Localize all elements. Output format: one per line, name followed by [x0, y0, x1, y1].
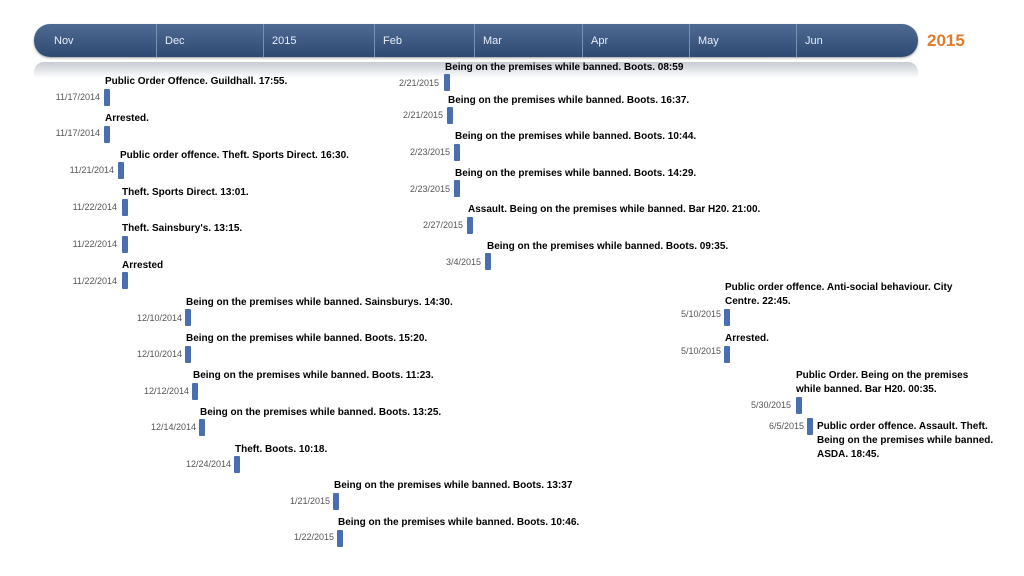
- event-marker: [192, 383, 198, 400]
- event-date: 12/12/2014: [143, 386, 189, 396]
- event-date: 1/22/2015: [293, 532, 334, 542]
- event-label: Being on the premises while banned. Boot…: [455, 131, 697, 142]
- event-label: Being on the premises while banned. Boot…: [338, 517, 580, 528]
- event-date: 5/10/2015: [680, 309, 721, 319]
- month-label-may: May: [689, 24, 796, 57]
- event-date: 2/21/2015: [398, 78, 439, 88]
- event-date: 2/21/2015: [402, 110, 443, 120]
- event-label: Public Order Offence. Guildhall. 17:55.: [105, 76, 288, 87]
- event-marker: [199, 419, 205, 436]
- event-marker: [337, 530, 343, 547]
- month-label-2015: 2015: [263, 24, 373, 57]
- event-marker: [185, 309, 191, 326]
- event-date: 11/22/2014: [72, 202, 117, 212]
- event-label: Public order offence. Assault. Theft. Be…: [817, 421, 994, 460]
- event-label: Arrested: [122, 260, 164, 271]
- event-label: Arrested.: [725, 333, 769, 344]
- event-marker: [122, 236, 128, 253]
- event-date: 1/21/2015: [289, 496, 330, 506]
- month-label-apr: Apr: [582, 24, 689, 57]
- month-label-feb: Feb: [374, 24, 474, 57]
- year-label: 2015: [927, 31, 965, 50]
- event-marker: [454, 144, 460, 161]
- event-date: 12/24/2014: [185, 459, 231, 469]
- month-label-mar: Mar: [474, 24, 582, 57]
- event-marker: [724, 309, 730, 326]
- event-label: Theft. Sports Direct. 13:01.: [122, 187, 249, 198]
- event-label: Arrested.: [105, 113, 149, 124]
- event-label: Assault. Being on the premises while ban…: [468, 204, 761, 215]
- event-date: 12/14/2014: [150, 422, 196, 432]
- timeline-shadow: [34, 62, 918, 78]
- event-date: 11/22/2014: [72, 276, 117, 286]
- event-date: 2/27/2015: [422, 220, 463, 230]
- event-marker: [104, 126, 110, 143]
- event-label: Public order offence. Anti-social behavi…: [725, 282, 953, 307]
- event-label: Being on the premises while banned. Boot…: [448, 95, 690, 106]
- event-date: 3/4/2015: [445, 257, 481, 267]
- event-date: 11/21/2014: [69, 165, 114, 175]
- event-label: Being on the premises while banned. Boot…: [455, 168, 697, 179]
- event-date: 5/10/2015: [680, 346, 721, 356]
- event-label: Being on the premises while banned. Sain…: [186, 297, 453, 308]
- event-marker: [444, 74, 450, 91]
- event-marker: [234, 456, 240, 473]
- event-date: 2/23/2015: [409, 147, 450, 157]
- event-label: Theft. Sainsbury's. 13:15.: [122, 223, 243, 234]
- event-marker: [454, 180, 460, 197]
- event-marker: [118, 162, 124, 179]
- event-date: 11/22/2014: [72, 239, 117, 249]
- event-label: Public order offence. Theft. Sports Dire…: [120, 150, 349, 161]
- event-date: 11/17/2014: [55, 128, 100, 138]
- timeline-scale-bar: Nov Dec 2015 Feb Mar Apr May Jun: [34, 24, 918, 57]
- event-label: Being on the premises while banned. Boot…: [193, 370, 434, 381]
- event-marker: [104, 89, 110, 106]
- event-label: Theft. Boots. 10:18.: [235, 444, 328, 455]
- event-marker: [467, 217, 473, 234]
- event-marker: [185, 346, 191, 363]
- event-marker: [485, 253, 491, 270]
- month-label-jun: Jun: [796, 24, 906, 57]
- event-marker: [807, 418, 813, 435]
- event-marker: [333, 493, 339, 510]
- event-date: 12/10/2014: [136, 313, 182, 323]
- event-label: Being on the premises while banned. Boot…: [487, 241, 729, 252]
- event-date: 5/30/2015: [750, 400, 791, 410]
- event-marker: [447, 107, 453, 124]
- event-marker: [122, 272, 128, 289]
- event-date: 2/23/2015: [409, 184, 450, 194]
- event-label: Being on the premises while banned. Boot…: [445, 62, 684, 73]
- event-date: 11/17/2014: [55, 92, 100, 102]
- event-date: 6/5/2015: [768, 421, 804, 431]
- month-label-nov: Nov: [54, 35, 74, 47]
- month-label-dec: Dec: [156, 24, 266, 57]
- event-marker: [122, 199, 128, 216]
- event-label: Being on the premises while banned. Boot…: [200, 407, 442, 418]
- event-label: Being on the premises while banned. Boot…: [334, 480, 573, 491]
- event-label: Being on the premises while banned. Boot…: [186, 333, 428, 344]
- event-date: 12/10/2014: [136, 349, 182, 359]
- event-marker: [724, 346, 730, 363]
- event-label: Public Order. Being on the premises whil…: [796, 370, 969, 395]
- event-marker: [796, 397, 802, 414]
